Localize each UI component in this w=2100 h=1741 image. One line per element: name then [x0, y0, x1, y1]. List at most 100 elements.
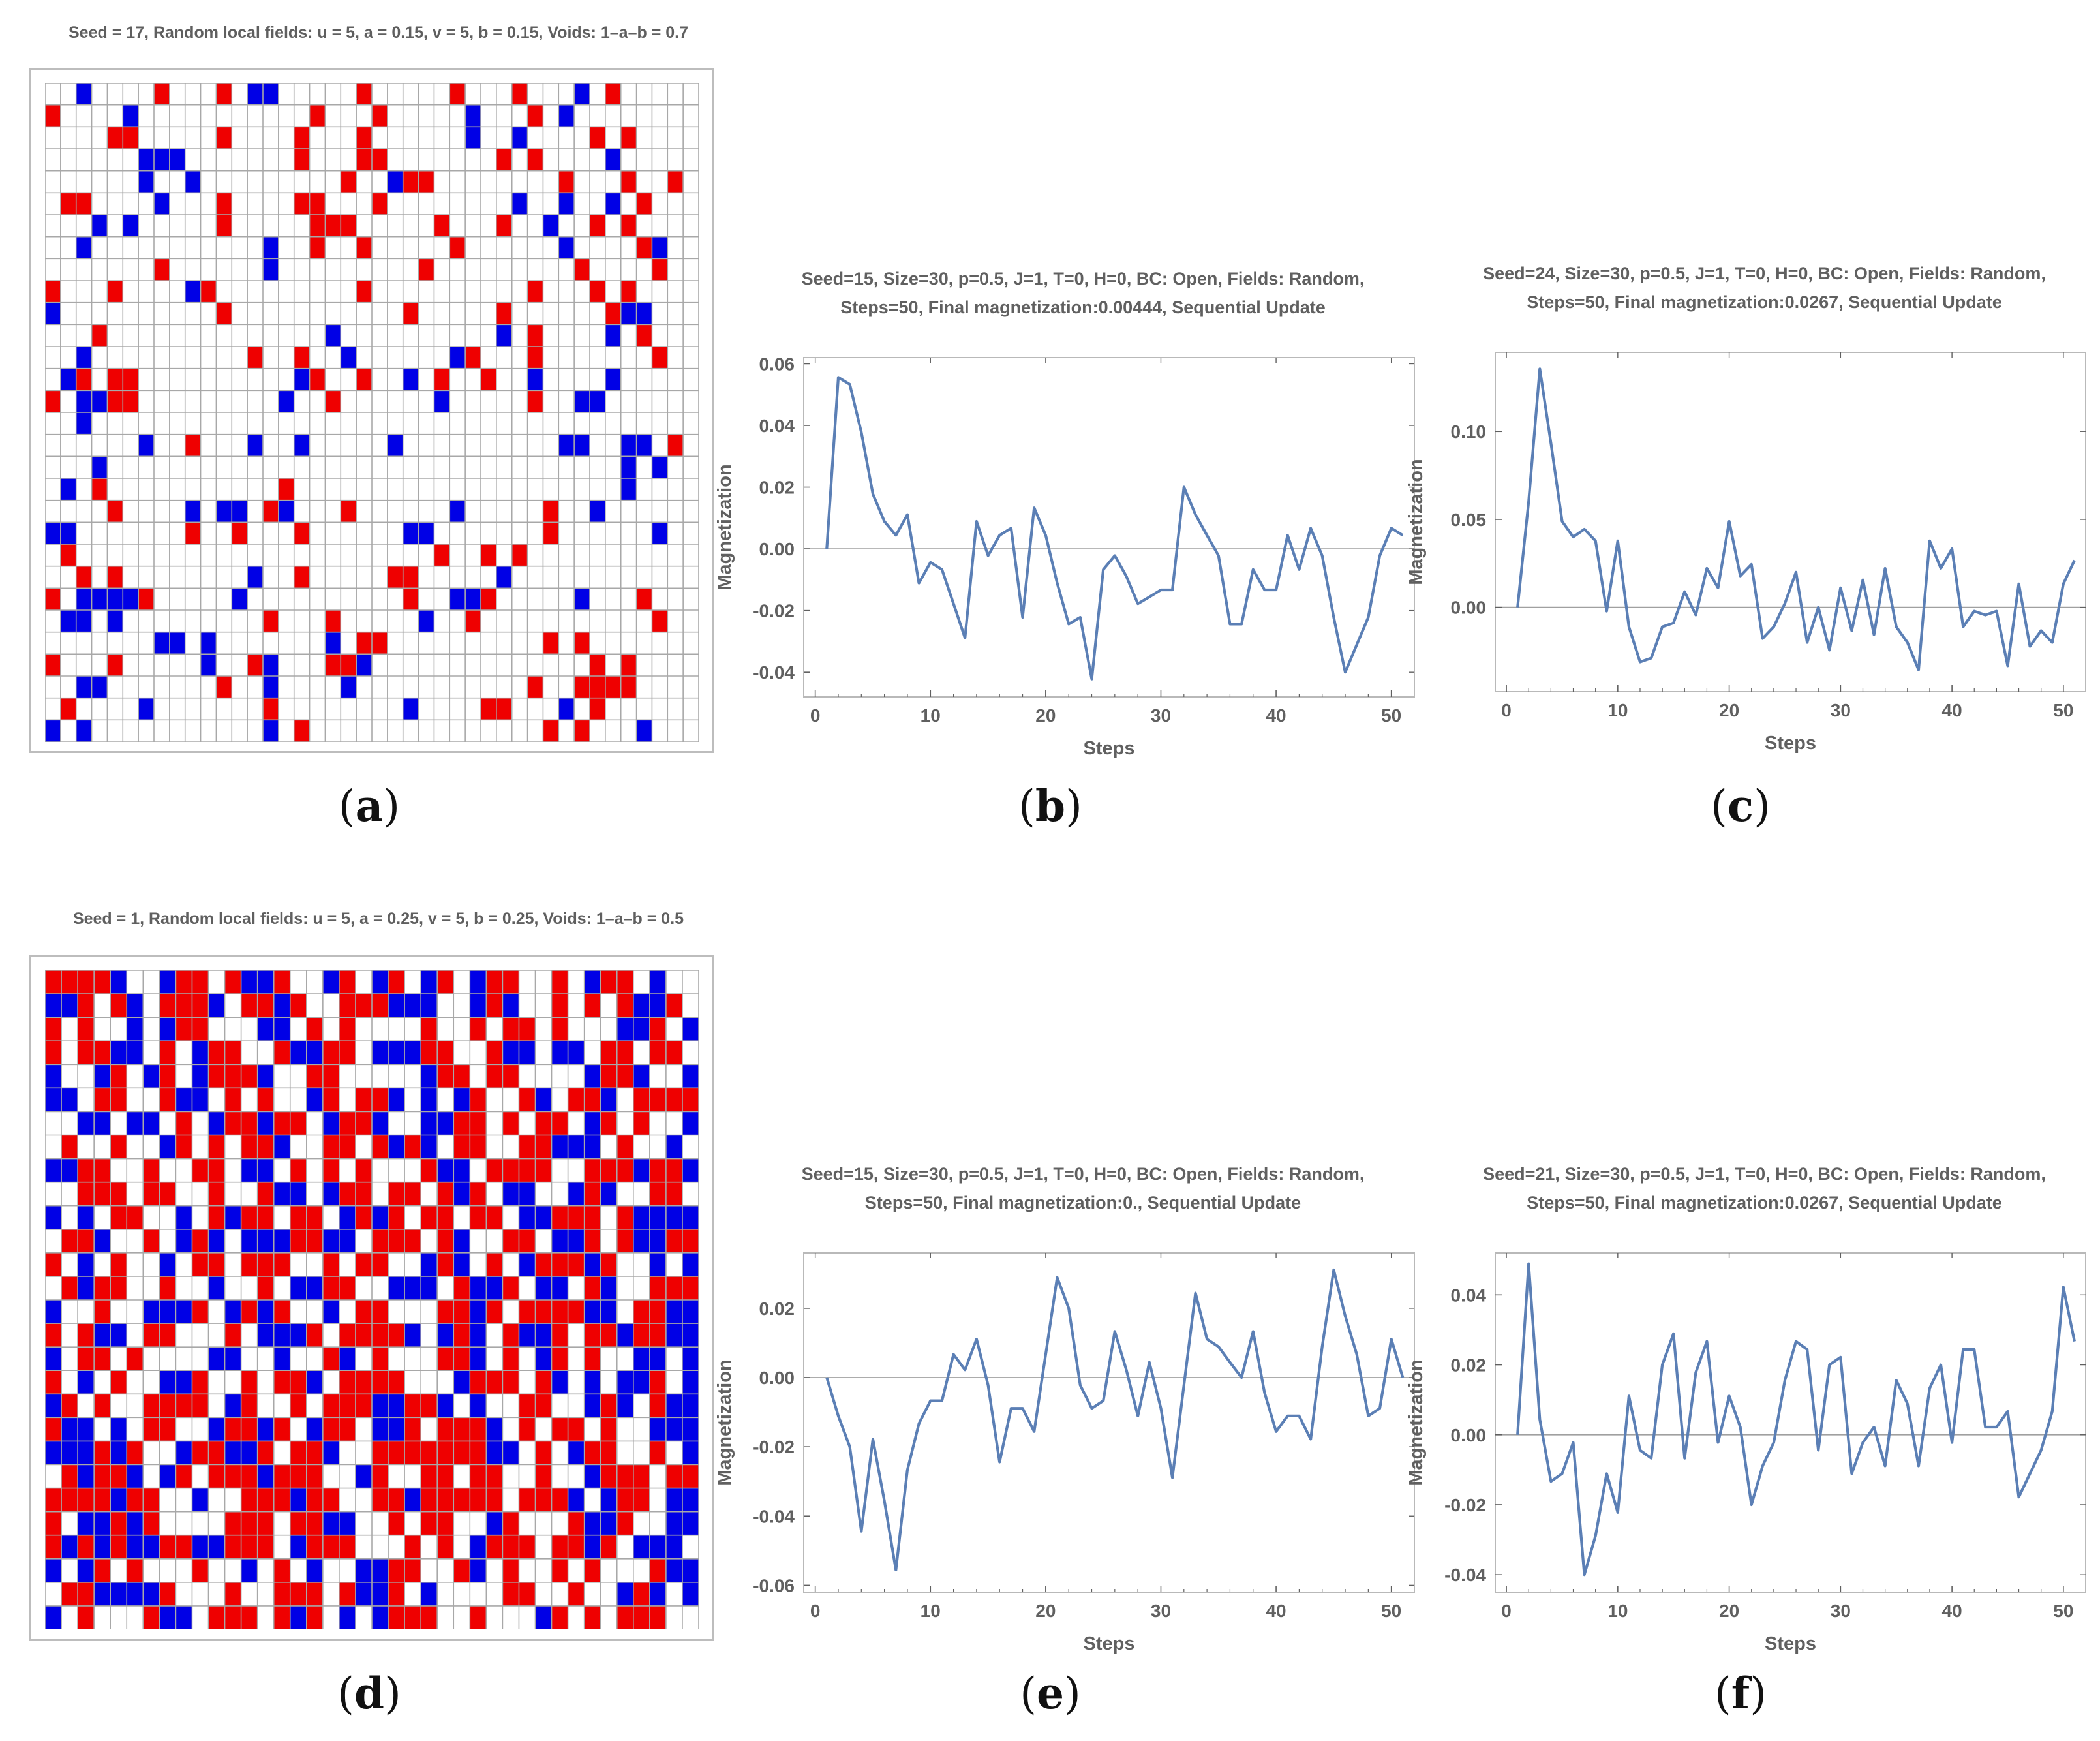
- spin-down-cell: [94, 1323, 111, 1348]
- spin-down-cell: [76, 610, 92, 633]
- spin-down-cell: [449, 588, 466, 611]
- spin-down-cell: [437, 1111, 454, 1135]
- spin-down-cell: [306, 1417, 324, 1441]
- spin-up-cell: [620, 654, 637, 677]
- spin-up-cell: [404, 1135, 421, 1159]
- spin-up-cell: [61, 1582, 78, 1607]
- spin-down-cell: [192, 1535, 209, 1560]
- spin-up-cell: [61, 1229, 78, 1254]
- spin-up-cell: [273, 1605, 291, 1629]
- spin-down-cell: [91, 588, 108, 611]
- spin-up-cell: [502, 1370, 519, 1394]
- spin-up-cell: [107, 127, 123, 149]
- spin-down-cell: [127, 1111, 144, 1135]
- spin-up-cell: [453, 1300, 470, 1324]
- spin-up-cell: [502, 1158, 519, 1183]
- spin-up-cell: [241, 994, 258, 1018]
- spin-up-cell: [372, 1370, 389, 1394]
- spin-up-cell: [551, 1347, 568, 1371]
- spin-up-cell: [605, 676, 622, 699]
- spin-down-cell: [470, 1323, 487, 1348]
- spin-up-cell: [290, 1229, 307, 1254]
- spin-down-cell: [388, 994, 405, 1018]
- lattice-frame-a: [29, 68, 714, 753]
- spin-up-cell: [273, 1464, 291, 1488]
- spin-down-cell: [76, 236, 92, 259]
- spin-up-cell: [403, 170, 419, 193]
- spin-down-cell: [290, 1323, 307, 1348]
- spin-down-cell: [682, 1558, 699, 1583]
- spin-up-cell: [247, 654, 264, 677]
- spin-down-cell: [600, 1488, 618, 1513]
- spin-down-cell: [519, 1252, 536, 1277]
- spin-up-cell: [616, 1488, 634, 1513]
- spin-up-cell: [224, 1535, 241, 1560]
- spin-up-cell: [355, 1111, 373, 1135]
- spin-up-cell: [502, 1229, 519, 1254]
- spin-down-cell: [584, 1252, 601, 1277]
- spin-down-cell: [551, 1135, 568, 1159]
- spin-down-cell: [208, 1347, 225, 1371]
- spin-up-cell: [127, 1347, 144, 1371]
- chart-title-line: Steps=50, Final magnetization:0.0267, Se…: [1527, 1193, 2001, 1212]
- spin-up-cell: [356, 127, 373, 149]
- panel-label-f: (f): [1714, 1668, 1767, 1719]
- spin-up-cell: [453, 1417, 470, 1441]
- spin-up-cell: [61, 970, 78, 994]
- spin-up-cell: [208, 1205, 225, 1230]
- spin-up-cell: [584, 1276, 601, 1301]
- spin-up-cell: [216, 127, 232, 149]
- spin-down-cell: [453, 1088, 470, 1112]
- spin-down-cell: [633, 1017, 650, 1041]
- spin-up-cell: [652, 347, 668, 369]
- spin-down-cell: [355, 1558, 373, 1583]
- spin-up-cell: [551, 1300, 568, 1324]
- spin-up-cell: [511, 544, 528, 567]
- spin-down-cell: [45, 1300, 62, 1324]
- spin-down-cell: [519, 1182, 536, 1207]
- spin-down-cell: [574, 83, 590, 106]
- spin-up-cell: [649, 1605, 667, 1629]
- spin-up-cell: [216, 193, 232, 215]
- spin-up-cell: [127, 1558, 144, 1583]
- spin-up-cell: [453, 1347, 470, 1371]
- spin-down-cell: [535, 1205, 552, 1230]
- spin-up-cell: [192, 1300, 209, 1324]
- spin-up-cell: [263, 698, 279, 720]
- spin-up-cell: [110, 1252, 127, 1277]
- spin-up-cell: [309, 236, 326, 259]
- spin-down-cell: [257, 1464, 275, 1488]
- spin-up-cell: [263, 500, 279, 523]
- spin-up-cell: [306, 1582, 324, 1607]
- spin-up-cell: [519, 1088, 536, 1112]
- spin-up-cell: [192, 1370, 209, 1394]
- spin-down-cell: [61, 1417, 78, 1441]
- spin-up-cell: [241, 1417, 258, 1441]
- spin-up-cell: [78, 1488, 95, 1513]
- spin-down-cell: [45, 1158, 62, 1183]
- spin-up-cell: [78, 1605, 95, 1629]
- spin-up-cell: [78, 1182, 95, 1207]
- spin-down-cell: [470, 1394, 487, 1418]
- spin-up-cell: [574, 720, 590, 742]
- spin-down-cell: [290, 1535, 307, 1560]
- spin-up-cell: [216, 676, 232, 699]
- spin-down-cell: [682, 1582, 699, 1607]
- spin-up-cell: [453, 1111, 470, 1135]
- spin-up-cell: [636, 236, 652, 259]
- spin-up-cell: [535, 1441, 552, 1465]
- spin-up-cell: [584, 1441, 601, 1465]
- spin-down-cell: [558, 698, 575, 720]
- spin-up-cell: [224, 970, 241, 994]
- spin-up-cell: [616, 1135, 634, 1159]
- spin-up-cell: [600, 1252, 618, 1277]
- spin-up-cell: [339, 1323, 356, 1348]
- spin-up-cell: [224, 1605, 241, 1629]
- spin-up-cell: [45, 588, 61, 611]
- spin-up-cell: [257, 1088, 275, 1112]
- spin-up-cell: [273, 1370, 291, 1394]
- spin-down-cell: [241, 1558, 258, 1583]
- spin-up-cell: [94, 1347, 111, 1371]
- spin-up-cell: [278, 478, 295, 501]
- spin-down-cell: [633, 1229, 650, 1254]
